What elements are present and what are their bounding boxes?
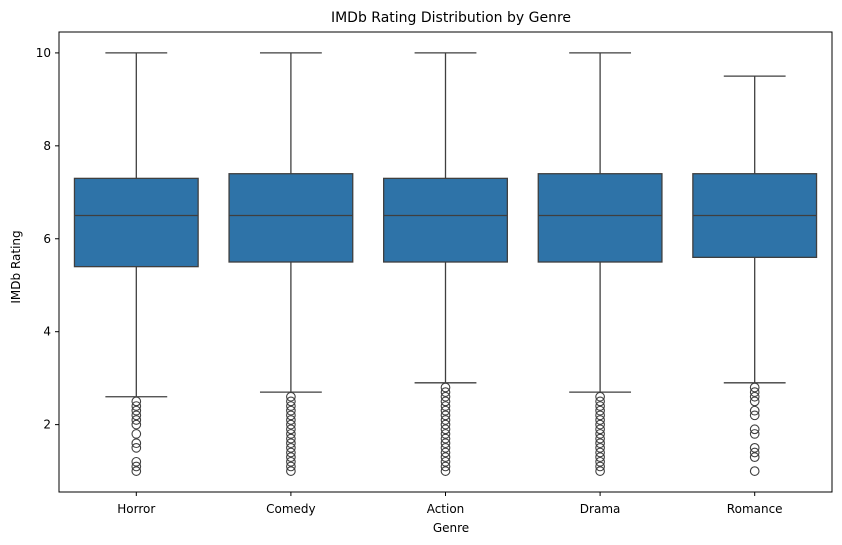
outlier-point — [440, 447, 451, 458]
outlier-point — [286, 438, 296, 449]
outlier-point — [131, 401, 142, 411]
outlier-point — [440, 443, 451, 453]
outlier-point — [131, 438, 142, 449]
outlier-point — [440, 429, 451, 439]
outlier-point — [440, 405, 451, 416]
outlier-point — [131, 396, 142, 407]
outlier-point — [749, 410, 760, 421]
box — [383, 177, 508, 263]
outlier-point — [440, 419, 451, 430]
outlier-point — [286, 447, 296, 458]
outlier-point — [595, 396, 605, 407]
axes-frame — [58, 31, 833, 493]
outlier-point — [595, 452, 605, 463]
outlier-point — [595, 401, 605, 411]
outlier-point — [595, 424, 605, 435]
outlier-point — [131, 443, 142, 453]
outlier-point — [440, 410, 451, 421]
box — [228, 173, 354, 263]
outlier-point — [749, 396, 760, 407]
y-axis-label: IMDb Rating — [9, 230, 23, 303]
box — [73, 177, 199, 268]
outlier-point — [595, 415, 605, 425]
outlier-point — [595, 419, 605, 430]
x-tick-label: Horror — [117, 502, 155, 516]
x-tick-label: Romance — [727, 502, 783, 516]
outlier-point — [595, 461, 605, 472]
outlier-point — [595, 433, 605, 444]
outlier-point — [595, 456, 605, 467]
outlier-point — [440, 424, 451, 435]
outlier-point — [286, 401, 296, 411]
y-tick-label: 2 — [43, 418, 51, 432]
x-tick-label: Action — [427, 502, 465, 516]
outlier-point — [749, 424, 760, 435]
outlier-point — [595, 405, 605, 416]
y-tick-label: 8 — [43, 139, 51, 153]
outlier-point — [286, 410, 296, 421]
outlier-point — [286, 415, 296, 425]
outlier-point — [440, 391, 451, 402]
outlier-point — [440, 452, 451, 463]
outlier-point — [440, 382, 451, 393]
outlier-point — [286, 461, 296, 472]
outlier-point — [286, 391, 296, 402]
y-tick-label: 10 — [36, 46, 51, 60]
outlier-point — [131, 461, 142, 472]
x-tick-label: Drama — [580, 502, 621, 516]
outlier-point — [440, 433, 451, 444]
outlier-point — [749, 466, 760, 476]
outlier-point — [440, 466, 451, 476]
outlier-point — [749, 382, 760, 393]
outlier-point — [286, 419, 296, 430]
outlier-point — [286, 405, 296, 416]
outlier-point — [595, 391, 605, 402]
outlier-point — [131, 410, 142, 421]
outlier-point — [440, 456, 451, 467]
chart-title: IMDb Rating Distribution by Genre — [331, 10, 571, 26]
outlier-point — [749, 391, 760, 402]
outlier-point — [440, 461, 451, 472]
outlier-point — [286, 443, 296, 453]
x-axis-label: Genre — [433, 521, 469, 535]
outlier-point — [595, 429, 605, 439]
outlier-point — [595, 438, 605, 449]
outlier-point — [595, 443, 605, 453]
outlier-point — [749, 443, 760, 453]
outlier-point — [440, 438, 451, 449]
outlier-point — [286, 466, 296, 476]
outlier-point — [749, 429, 760, 439]
outlier-point — [131, 466, 142, 476]
outlier-point — [286, 396, 296, 407]
outlier-point — [440, 401, 451, 411]
y-tick-label: 6 — [43, 232, 51, 246]
outlier-point — [131, 405, 142, 416]
outlier-point — [595, 410, 605, 421]
outlier-point — [286, 452, 296, 463]
box — [537, 173, 663, 263]
outlier-point — [440, 415, 451, 425]
outlier-point — [286, 424, 296, 435]
outlier-point — [286, 433, 296, 444]
outlier-point — [286, 456, 296, 467]
outlier-point — [131, 429, 142, 439]
plot-area: Horror Comedy Action Drama Romance 2 4 6 8 10 — [36, 31, 833, 516]
outlier-point — [131, 419, 142, 430]
outlier-point — [286, 429, 296, 439]
outlier-point — [749, 452, 760, 463]
outlier-point — [749, 405, 760, 416]
x-tick-label: Comedy — [266, 502, 316, 516]
outlier-point — [749, 447, 760, 458]
outlier-point — [440, 387, 451, 397]
outlier-point — [595, 447, 605, 458]
outlier-point — [131, 456, 142, 467]
outlier-point — [131, 415, 142, 425]
outlier-point — [749, 387, 760, 397]
outlier-point — [440, 396, 451, 407]
outlier-point — [595, 466, 605, 476]
y-tick-label: 4 — [43, 325, 51, 339]
